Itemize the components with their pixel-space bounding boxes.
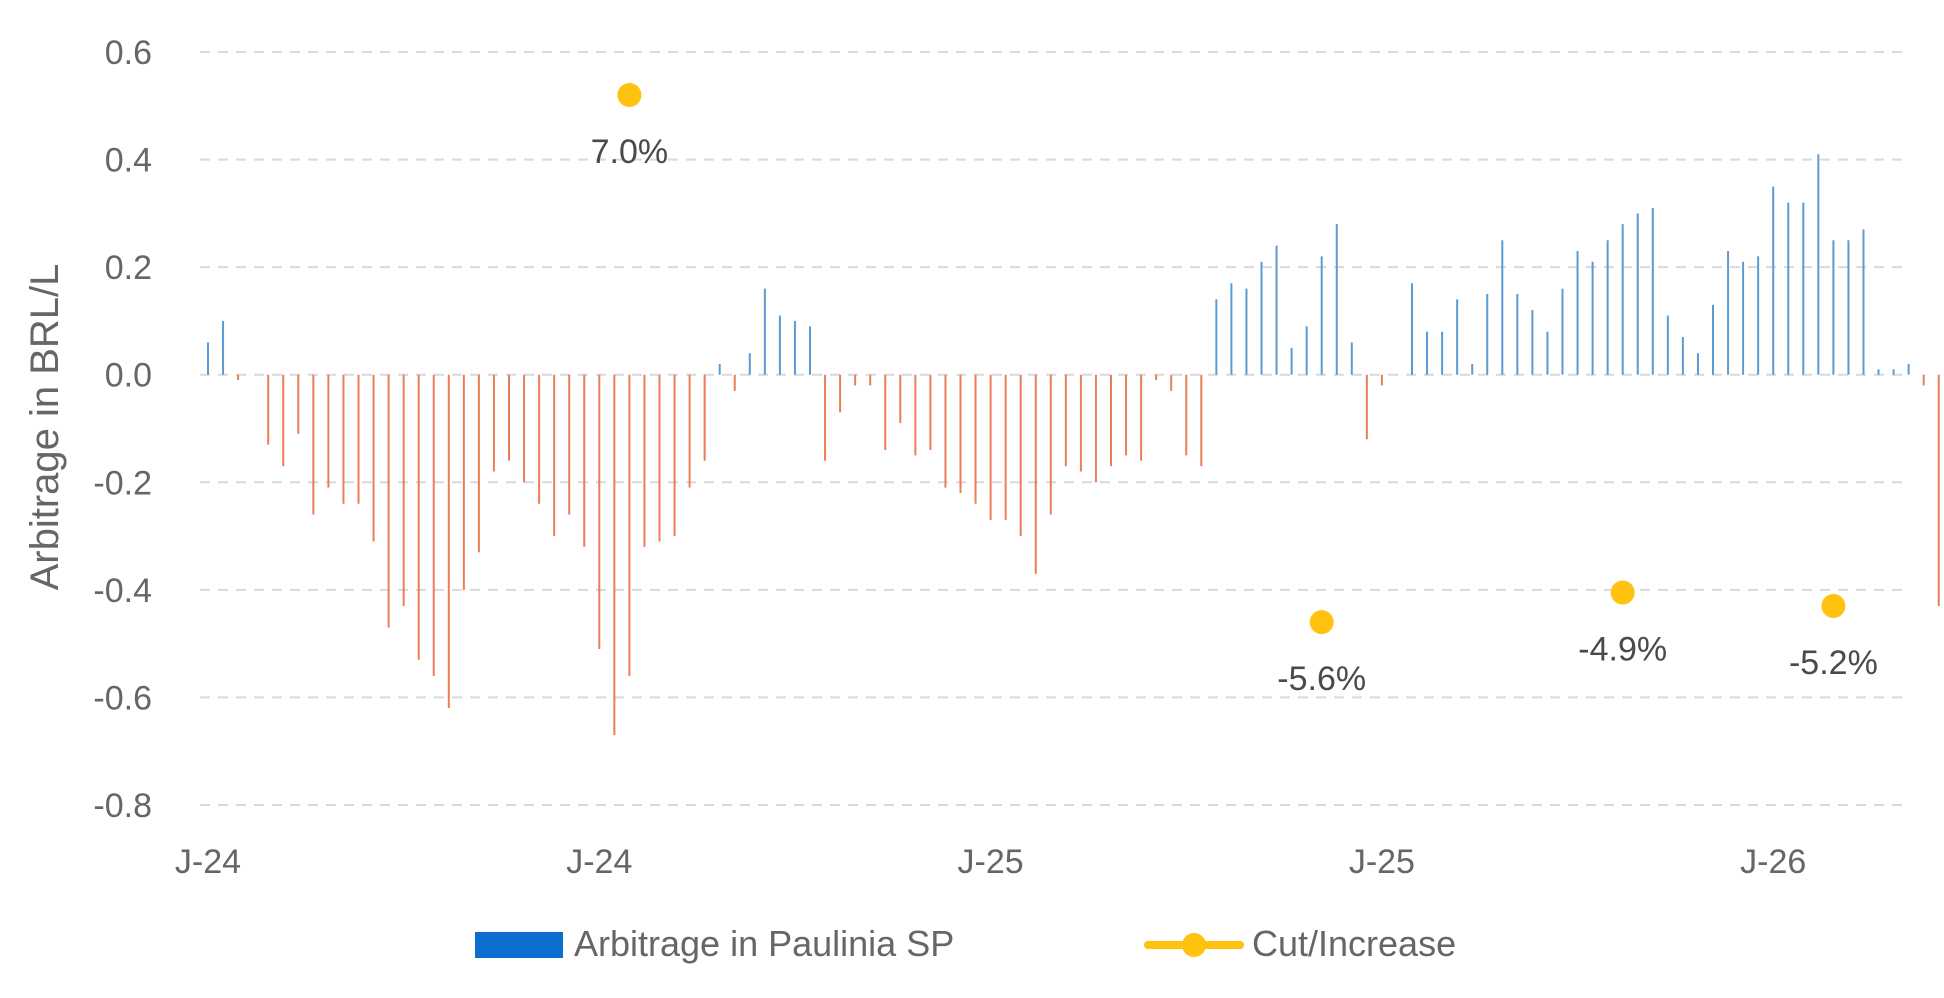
cut-increase-marker [1821, 593, 1846, 618]
cut-increase-marker [1309, 610, 1334, 635]
y-tick-label: 0.2 [105, 249, 152, 287]
legend-label-arbitrage: Arbitrage in Paulinia SP [574, 923, 954, 964]
y-axis-title: Arbitrage in BRL/L [23, 264, 67, 591]
point-labels: 7.0% -5.6% -4.9% -5.2% [591, 133, 1878, 698]
point-data-label: -4.9% [1578, 631, 1667, 669]
y-tick-label: 0.6 [105, 34, 152, 72]
y-tick-label: 0.0 [105, 357, 152, 395]
y-tick-label: -0.4 [93, 572, 152, 610]
legend: Arbitrage in Paulinia SP Cut/Increase [475, 923, 1456, 964]
y-tick-label: 0.4 [105, 142, 152, 180]
x-axis-tick-labels: J-24 J-24 J-25 J-25 J-26 [175, 843, 1806, 881]
x-tick-label: J-26 [1740, 843, 1806, 881]
x-tick-label: J-25 [1349, 843, 1415, 881]
legend-bar-swatch [475, 932, 563, 958]
marker-series-cut-increase [617, 83, 1846, 635]
x-tick-label: J-24 [175, 843, 241, 881]
x-tick-label: J-24 [566, 843, 632, 881]
point-data-label: -5.6% [1277, 660, 1366, 698]
y-axis-tick-labels: 0.6 0.4 0.2 0.0 -0.2 -0.4 -0.6 -0.8 [93, 34, 152, 825]
point-data-label: -5.2% [1789, 644, 1878, 682]
y-tick-label: -0.2 [93, 464, 152, 502]
legend-marker-icon [1182, 933, 1206, 957]
cut-increase-marker [617, 83, 642, 108]
legend-label-cut-increase: Cut/Increase [1252, 923, 1456, 964]
bar-series-arbitrage [207, 154, 1940, 736]
x-tick-label: J-25 [958, 843, 1024, 881]
gridlines [200, 51, 1910, 806]
y-tick-label: -0.8 [93, 787, 152, 825]
cut-increase-marker [1610, 580, 1635, 605]
y-tick-label: -0.6 [93, 679, 152, 717]
point-data-label: 7.0% [591, 133, 669, 171]
